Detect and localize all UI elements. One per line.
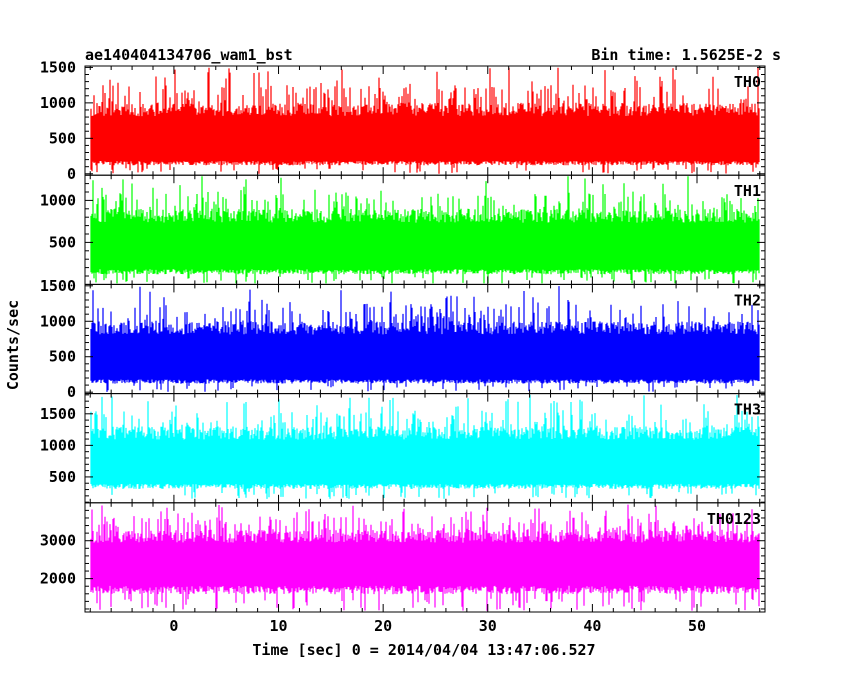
x-axis: 0 10 20 30 40 50 xyxy=(169,617,706,635)
x-tick-label: 30 xyxy=(479,617,497,635)
x-tick-label: 20 xyxy=(374,617,392,635)
panels-layer: 0 500 1000 1500 TH0 500 1000 TH1 0 500 1000 1500 TH2… xyxy=(40,58,766,613)
x-axis-title: Time [sec] 0 = 2014/04/04 13:47:06.527 xyxy=(252,641,595,659)
series-th0123-trace xyxy=(90,504,760,611)
y-tick-label: 1000 xyxy=(40,436,76,454)
y-tick-label: 0 xyxy=(67,383,76,401)
series-th0-trace xyxy=(90,67,760,174)
y-tick-label: 2000 xyxy=(40,570,76,588)
y-axis-title: Counts/sec xyxy=(4,300,22,390)
y-tick-label: 3000 xyxy=(40,532,76,550)
series-label-th0: TH0 xyxy=(734,73,761,91)
panel-th3: 500 1000 1500 TH3 xyxy=(40,393,766,504)
series-th1-trace xyxy=(90,176,760,284)
y-tick-label: 1000 xyxy=(40,94,76,112)
x-tick-label: 50 xyxy=(688,617,706,635)
y-tick-label: 1500 xyxy=(40,58,76,76)
x-tick-label: 0 xyxy=(169,617,178,635)
y-tick-label: 500 xyxy=(49,233,76,251)
series-th2-trace xyxy=(90,286,760,392)
y-tick-label: 500 xyxy=(49,129,76,147)
panel-th2: 0 500 1000 1500 TH2 xyxy=(40,277,766,401)
y-tick-label: 1500 xyxy=(40,405,76,423)
x-tick-label: 10 xyxy=(270,617,288,635)
series-label-th2: TH2 xyxy=(734,291,761,309)
panel-th0: 0 500 1000 1500 TH0 xyxy=(40,58,766,183)
y-tick-label: 500 xyxy=(49,348,76,366)
y-tick-label: 0 xyxy=(67,165,76,183)
y-tick-label: 1000 xyxy=(40,191,76,209)
panel-th0123: 2000 3000 TH0123 xyxy=(40,502,766,613)
series-label-th3: TH3 xyxy=(734,401,761,419)
y-tick-label: 500 xyxy=(49,468,76,486)
y-tick-label: 1500 xyxy=(40,277,76,295)
series-th3-trace xyxy=(90,394,760,499)
series-label-th1: TH1 xyxy=(734,182,761,200)
bin-time-label: Bin time: 1.5625E-2 s xyxy=(591,46,781,64)
series-label-th0123: TH0123 xyxy=(707,510,761,528)
x-tick-label: 40 xyxy=(583,617,601,635)
y-tick-label: 1000 xyxy=(40,312,76,330)
plot-title: ae140404134706_wam1_bst xyxy=(85,46,293,64)
panel-th1: 500 1000 TH1 xyxy=(40,174,766,285)
